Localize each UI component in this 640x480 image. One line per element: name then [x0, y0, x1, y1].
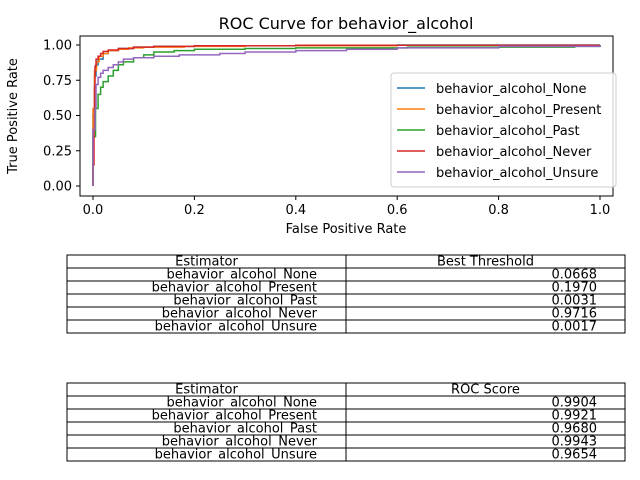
- x-axis: 0.0 0.2 0.4 0.6 0.8 1.0: [83, 196, 611, 218]
- table-cell-value: 0.0031: [552, 294, 598, 309]
- y-tick-label: 0.00: [43, 180, 72, 195]
- table-cell-value: 0.9904: [552, 396, 598, 411]
- table-cell: [345, 319, 626, 334]
- legend-label: behavior_alcohol_Unsure: [436, 166, 598, 181]
- x-tick-label: 0.2: [184, 203, 205, 218]
- table-cell-value: 0.0668: [552, 268, 598, 283]
- roc-score-table: Estimator ROC Score behavior_alcohol_None 0…: [66, 382, 626, 463]
- table-cell-value: 0.0017: [552, 320, 598, 335]
- table-header: ROC Score: [451, 383, 520, 398]
- table-cell-estimator: behavior_alcohol_Unsure: [155, 320, 317, 335]
- table-cell-estimator: behavior_alcohol_Past: [173, 294, 317, 309]
- table-cell-estimator: behavior_alcohol_Past: [173, 422, 317, 437]
- y-tick-label: 1.00: [43, 39, 72, 54]
- table-cell-estimator: behavior_alcohol_Never: [162, 435, 318, 450]
- y-tick-label: 0.50: [43, 109, 72, 124]
- x-axis-label: False Positive Rate: [286, 222, 407, 237]
- x-tick-label: 0.6: [387, 203, 408, 218]
- y-axis: 0.00 0.25 0.50 0.75 1.00: [43, 39, 80, 195]
- table-cell-estimator: behavior_alcohol_None: [167, 268, 317, 283]
- table-cell-estimator: behavior_alcohol_Present: [152, 281, 317, 296]
- table-cell-value: 0.9921: [552, 409, 598, 424]
- y-tick-label: 0.75: [43, 74, 72, 89]
- legend: behavior_alcohol_None behavior_alcohol_Pr…: [390, 72, 617, 188]
- table-cell-value: 0.9943: [552, 435, 598, 450]
- x-tick-label: 0.0: [83, 203, 104, 218]
- legend-label: behavior_alcohol_Past: [436, 124, 580, 139]
- y-tick-label: 0.25: [43, 144, 72, 159]
- table-cell-estimator: behavior_alcohol_Never: [162, 307, 318, 322]
- legend-label: behavior_alcohol_Never: [436, 145, 592, 160]
- table-cell-estimator: behavior_alcohol_Unsure: [155, 448, 317, 463]
- table-cell-value: 0.1970: [552, 281, 598, 296]
- legend-label: behavior_alcohol_None: [436, 82, 586, 97]
- x-tick-label: 0.4: [285, 203, 306, 218]
- x-tick-label: 1.0: [590, 203, 611, 218]
- table-cell-estimator: behavior_alcohol_Present: [152, 409, 317, 424]
- roc-chart: ROC Curve for behavior_alcohol 0.0 0.2 0.4…: [6, 14, 617, 237]
- table-header: Estimator: [175, 383, 238, 398]
- table-cell-value: 0.9716: [552, 307, 598, 322]
- table-header: Estimator: [175, 255, 238, 270]
- legend-label: behavior_alcohol_Present: [436, 103, 601, 118]
- roc-line-behavior-alcohol-unsure: [92, 45, 601, 186]
- roc-line-behavior-alcohol-never: [92, 44, 601, 186]
- chart-title: ROC Curve for behavior_alcohol: [219, 14, 474, 34]
- x-tick-label: 0.8: [488, 203, 509, 218]
- table-cell-estimator: behavior_alcohol_None: [167, 396, 317, 411]
- table-cell-value: 0.9680: [552, 422, 598, 437]
- table-cell: [345, 447, 626, 462]
- legend-box: [390, 72, 617, 188]
- table-cell-value: 0.9654: [552, 448, 598, 463]
- table-header: Best Threshold: [437, 255, 534, 270]
- y-axis-label: True Positive Rate: [6, 58, 21, 175]
- best-threshold-table: Estimator Best Threshold behavior_alcohol_…: [66, 254, 626, 335]
- series-lines: [92, 44, 601, 186]
